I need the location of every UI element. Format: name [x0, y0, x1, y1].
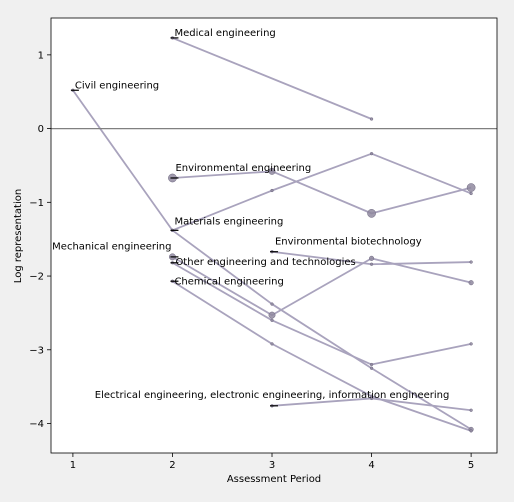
series-point [268, 167, 276, 175]
series-line [171, 280, 472, 432]
series-line [172, 152, 472, 232]
series-point [466, 183, 476, 192]
series-point [369, 366, 374, 370]
y-tick-label: −2 [29, 272, 44, 283]
series-point [369, 362, 374, 367]
x-tick-label: 2 [169, 460, 175, 471]
x-tick-label: 1 [70, 460, 76, 471]
series-point [369, 262, 374, 266]
series-line [172, 256, 472, 317]
series-point [270, 318, 274, 322]
series-markers [70, 36, 476, 433]
series-point [369, 396, 374, 401]
y-tick-label: 0 [38, 124, 44, 135]
axis-ticks: 1 2 3 4 5 1 0 −1 −2 −3 −4 [29, 50, 474, 471]
series-annotation: Environmental biotechnology [275, 237, 422, 248]
x-axis-label: Assessment Period [227, 474, 321, 485]
x-tick-label: 3 [269, 460, 275, 471]
series-point [270, 302, 274, 306]
series-line [172, 37, 372, 120]
series-point [469, 429, 473, 433]
series-point [270, 188, 274, 193]
series-annotation: Materials engineering [174, 217, 283, 228]
series-line [172, 170, 472, 215]
series-point [369, 152, 374, 156]
y-tick-label: 1 [38, 50, 44, 61]
plot-area [51, 18, 497, 453]
y-axis-label: Log representation [13, 189, 24, 283]
annotations: Medical engineering Civil engineering Envi… [52, 28, 449, 401]
series-annotation: Mechanical engineering [52, 242, 171, 253]
series-point [369, 255, 375, 261]
x-tick-label: 5 [468, 460, 474, 471]
series-point [369, 117, 374, 121]
plot-frame [50, 17, 498, 454]
series-annotation: Electrical engineering, electronic engin… [95, 390, 450, 401]
series-line [172, 262, 472, 366]
series-annotation: Chemical engineering [174, 276, 283, 287]
series-annotation: Other engineering and technologies [175, 257, 355, 268]
y-tick-label: −4 [29, 419, 44, 430]
y-tick-label: −3 [29, 345, 44, 356]
series-point [268, 311, 276, 319]
series-annotation: Medical engineering [174, 28, 275, 39]
y-tick-label: −1 [29, 198, 44, 209]
series-point [468, 280, 474, 286]
x-tick-label: 4 [368, 460, 374, 471]
series-point [469, 408, 473, 412]
series-point [367, 209, 376, 218]
series-annotation: Civil engineering [75, 80, 159, 91]
series-point [270, 342, 274, 346]
series-point [469, 260, 473, 264]
series-point [469, 191, 473, 196]
series-point [469, 342, 473, 346]
series-annotation: Environmental engineering [175, 163, 311, 174]
